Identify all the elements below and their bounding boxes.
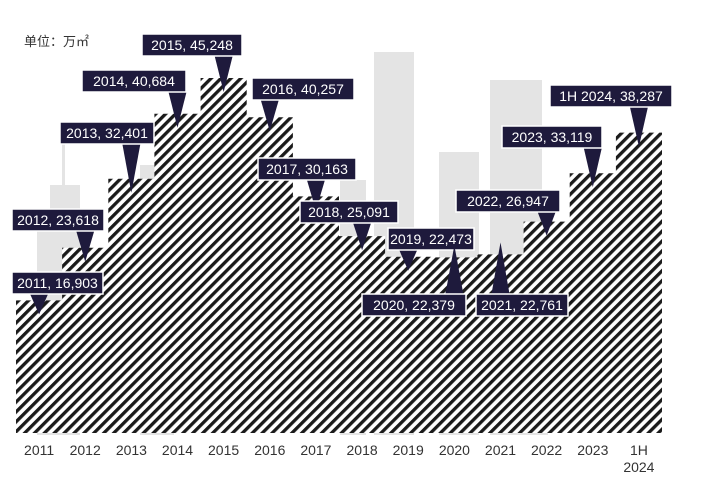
callout-box xyxy=(59,121,155,145)
data-label-callout: 2020, 22,379 xyxy=(361,245,467,317)
data-label-callout: 2012, 23,618 xyxy=(11,208,105,262)
x-tick-label: 2011 xyxy=(24,442,54,458)
data-label: 2018, 25,091 xyxy=(308,204,390,220)
data-label: 2017, 30,163 xyxy=(266,161,348,177)
callout-box xyxy=(475,293,569,317)
x-axis: 2011 2012 2013 2014 2015 2016 2017 2018 2019 2020… xyxy=(24,442,655,475)
data-label: 2015, 45,248 xyxy=(151,37,233,53)
callout-box xyxy=(251,77,355,101)
data-label: 2013, 32,401 xyxy=(66,125,148,141)
data-label: 2011, 16,903 xyxy=(17,275,98,291)
callout-box xyxy=(549,84,673,108)
data-label-callout: 2014, 40,684 xyxy=(81,69,187,128)
callout-pointer xyxy=(399,250,418,271)
x-tick-label: 2015 xyxy=(208,442,239,458)
callout-box xyxy=(141,33,243,57)
skyline-building xyxy=(386,52,412,62)
data-label-callout: 2013, 32,401 xyxy=(59,121,155,193)
x-tick-label: 2019 xyxy=(393,442,424,458)
data-label-callout: 2017, 30,163 xyxy=(257,157,357,211)
callout-box xyxy=(361,293,467,317)
callout-box xyxy=(257,157,357,181)
data-label: 2023, 33,119 xyxy=(512,129,593,145)
data-label: 2020, 22,379 xyxy=(373,297,455,313)
x-tick-label: 2014 xyxy=(162,442,193,458)
x-tick-label: 2016 xyxy=(254,442,285,458)
unit-label: 单位：万㎡ xyxy=(24,35,89,50)
callout-pointer xyxy=(122,144,141,193)
callout-pointer xyxy=(168,92,187,128)
data-label: 2021, 22,761 xyxy=(481,297,563,313)
callout-pointer xyxy=(214,56,233,92)
data-label-callout: 2018, 25,091 xyxy=(299,200,399,251)
x-tick-label: 2017 xyxy=(300,442,331,458)
data-label-callout: 2019, 22,473 xyxy=(387,227,475,271)
callout-box xyxy=(455,189,561,213)
callout-pointer xyxy=(445,245,464,294)
data-label: 1H 2024, 38,287 xyxy=(559,88,663,104)
skyline-building xyxy=(62,140,65,190)
callout-box xyxy=(501,125,603,149)
data-labels: 2011, 16,903 2012, 23,618 2013, 32,401 2014… xyxy=(11,33,673,317)
callout-box xyxy=(11,208,105,232)
x-tick-label: 2021 xyxy=(485,442,516,458)
x-tick-label: 2020 xyxy=(439,442,470,458)
callout-pointer xyxy=(491,242,510,294)
data-label-callout: 2016, 40,257 xyxy=(251,77,355,132)
callout-pointer xyxy=(260,100,279,132)
callout-pointer xyxy=(306,180,325,211)
x-tick-label: 2012 xyxy=(70,442,101,458)
data-label: 2022, 26,947 xyxy=(467,193,549,209)
x-tick-label: 1H 2024 xyxy=(623,442,654,475)
callout-box xyxy=(299,200,399,224)
x-tick-label: 2023 xyxy=(577,442,608,458)
callout-box xyxy=(81,69,187,93)
x-tick-label: 2013 xyxy=(116,442,147,458)
callout-pointer xyxy=(537,212,556,236)
data-label-callout: 1H 2024, 38,287 xyxy=(549,84,673,147)
callout-box xyxy=(11,271,104,295)
x-tick-label: 2022 xyxy=(531,442,562,458)
data-label: 2012, 23,618 xyxy=(17,212,99,228)
data-label-callout: 2023, 33,119 xyxy=(501,125,603,188)
callout-pointer xyxy=(583,148,602,188)
callout-box xyxy=(387,227,475,251)
data-label-callout: 2021, 22,761 xyxy=(475,242,569,317)
data-label: 2016, 40,257 xyxy=(262,81,344,97)
area-series xyxy=(16,78,662,433)
callout-pointer xyxy=(629,107,648,147)
callout-pointer xyxy=(30,294,49,315)
data-label-callout: 2022, 26,947 xyxy=(455,189,561,236)
data-label-callout: 2015, 45,248 xyxy=(141,33,243,92)
data-label: 2014, 40,684 xyxy=(93,73,175,89)
data-label: 2019, 22,473 xyxy=(390,231,472,247)
callout-pointer xyxy=(353,223,372,251)
data-label-callout: 2011, 16,903 xyxy=(11,271,104,315)
x-tick-label: 2018 xyxy=(347,442,378,458)
callout-pointer xyxy=(76,231,95,262)
